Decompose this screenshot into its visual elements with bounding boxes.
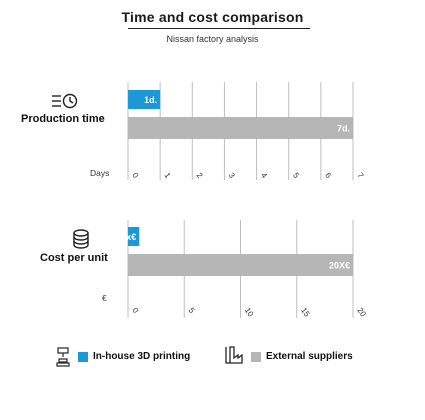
bar-value-label: 1x€ — [121, 232, 136, 242]
panel-label-time: Production time — [21, 113, 105, 125]
tick-label: 7 — [355, 171, 365, 180]
chart-title: Time and cost comparison — [121, 9, 304, 25]
bar-value-label: 1d. — [144, 95, 157, 105]
3d-printer-icon — [56, 347, 70, 367]
tick-label: 4 — [259, 171, 269, 180]
tick-label: 15 — [299, 306, 312, 319]
tick-label: 6 — [323, 171, 333, 180]
legend-swatch-inhouse — [78, 352, 88, 362]
axis-unit-days: Days — [90, 168, 110, 178]
bar-value-label: 7d. — [337, 124, 350, 134]
tick-label: 5 — [291, 171, 301, 180]
chart-subtitle: Nissan factory analysis — [166, 34, 259, 44]
tick-label: 10 — [243, 306, 256, 319]
tick-label: 0 — [130, 306, 140, 315]
chart-panel-1: 0 5 10 15 20 1x€ 20X€ — [121, 220, 368, 319]
legend-label-inhouse: In-house 3D printing — [93, 351, 191, 362]
tick-label: 20 — [355, 306, 368, 319]
bar-external — [128, 254, 353, 276]
coin-stack-icon — [73, 229, 89, 249]
panel-label-cost: Cost per unit — [40, 252, 108, 264]
bar-external — [128, 117, 353, 139]
tick-label: 0 — [130, 171, 140, 180]
title-underline — [128, 28, 310, 29]
bar-inhouse — [128, 227, 140, 246]
axis-unit-euro: € — [102, 293, 107, 303]
bar-value-label: 20X€ — [329, 261, 350, 271]
chart-panel-0: 0 1 2 3 4 5 6 7 1d. 7d. — [127, 82, 366, 180]
bar-inhouse — [128, 90, 161, 109]
tick-label: 2 — [195, 171, 205, 180]
list-clock-icon — [52, 93, 78, 109]
tick-label: 5 — [187, 306, 197, 315]
legend-swatch-external — [251, 352, 261, 362]
tick-label: 1 — [163, 171, 173, 180]
legend-label-external: External suppliers — [266, 351, 353, 362]
factory-icon — [225, 346, 243, 364]
tick-label: 3 — [227, 171, 237, 180]
